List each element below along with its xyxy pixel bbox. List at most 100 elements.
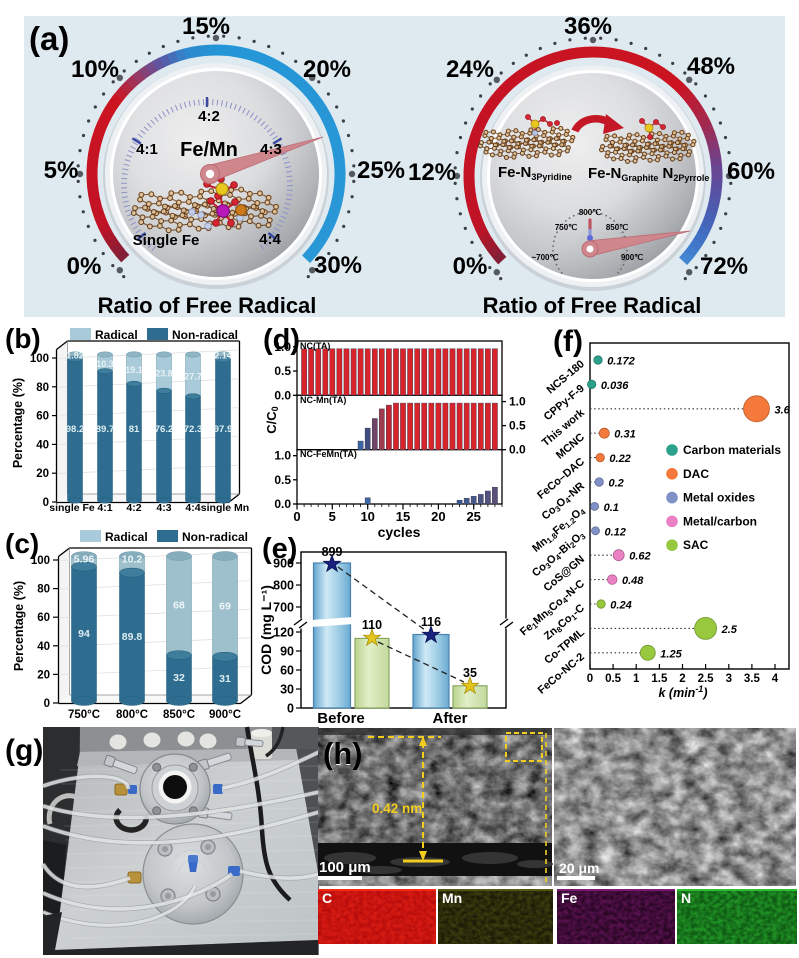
svg-text:0.2: 0.2 bbox=[609, 478, 624, 490]
svg-text:10.2: 10.2 bbox=[122, 554, 143, 566]
svg-text:3.6: 3.6 bbox=[775, 404, 791, 416]
svg-text:0.5: 0.5 bbox=[274, 364, 291, 378]
svg-text:32: 32 bbox=[173, 672, 185, 684]
svg-text:4:3: 4:3 bbox=[260, 141, 282, 158]
svg-text:20 μm: 20 μm bbox=[559, 860, 599, 876]
svg-text:Metal/carbon: Metal/carbon bbox=[683, 514, 757, 528]
svg-text:81: 81 bbox=[129, 424, 140, 435]
svg-text:69: 69 bbox=[219, 600, 231, 612]
svg-text:(b): (b) bbox=[5, 323, 41, 354]
svg-text:(a): (a) bbox=[29, 20, 69, 57]
svg-text:20: 20 bbox=[431, 509, 445, 524]
svg-text:NC-Mn(TA): NC-Mn(TA) bbox=[300, 395, 346, 405]
svg-text:10: 10 bbox=[360, 509, 374, 524]
svg-text:~700℃: ~700℃ bbox=[531, 253, 558, 262]
svg-text:0.12: 0.12 bbox=[605, 526, 626, 538]
svg-text:98.2: 98.2 bbox=[66, 424, 85, 435]
svg-text:0.036: 0.036 bbox=[601, 380, 629, 392]
svg-text:23.8: 23.8 bbox=[155, 369, 173, 379]
svg-text:0.5: 0.5 bbox=[274, 473, 291, 487]
svg-text:5: 5 bbox=[329, 509, 336, 524]
svg-text:27.7: 27.7 bbox=[184, 371, 202, 381]
svg-text:Percentage (%): Percentage (%) bbox=[12, 581, 26, 671]
svg-text:(h): (h) bbox=[324, 739, 362, 772]
svg-text:80: 80 bbox=[36, 382, 49, 394]
svg-text:N: N bbox=[681, 890, 691, 906]
svg-text:31: 31 bbox=[219, 673, 231, 685]
svg-text:97.9: 97.9 bbox=[214, 424, 233, 435]
svg-text:2.5: 2.5 bbox=[698, 673, 715, 685]
svg-text:0: 0 bbox=[587, 673, 593, 685]
svg-text:0: 0 bbox=[44, 698, 50, 710]
svg-text:20%: 20% bbox=[303, 56, 351, 83]
svg-text:0%: 0% bbox=[67, 253, 102, 280]
svg-text:850°C: 850°C bbox=[163, 709, 195, 721]
svg-text:36%: 36% bbox=[564, 13, 612, 40]
svg-text:Mn: Mn bbox=[442, 890, 462, 906]
svg-text:0.1: 0.1 bbox=[604, 502, 619, 514]
svg-text:100: 100 bbox=[30, 353, 49, 365]
svg-text:4:1: 4:1 bbox=[136, 141, 158, 158]
svg-text:1.0: 1.0 bbox=[274, 340, 291, 354]
svg-text:0.48: 0.48 bbox=[622, 575, 644, 587]
svg-text:899: 899 bbox=[322, 545, 343, 559]
svg-text:C/C0: C/C0 bbox=[264, 406, 280, 433]
svg-text:4:1: 4:1 bbox=[97, 502, 112, 514]
svg-text:89.7: 89.7 bbox=[96, 424, 115, 435]
svg-text:Fe/Mn: Fe/Mn bbox=[180, 139, 238, 161]
svg-text:94: 94 bbox=[78, 628, 90, 640]
svg-text:(e): (e) bbox=[262, 533, 297, 565]
svg-text:4:4: 4:4 bbox=[259, 231, 281, 248]
svg-text:Carbon materials: Carbon materials bbox=[683, 443, 781, 457]
svg-text:0: 0 bbox=[287, 702, 294, 716]
svg-text:12%: 12% bbox=[408, 159, 456, 186]
svg-text:10.3: 10.3 bbox=[96, 359, 114, 369]
svg-text:0.5: 0.5 bbox=[509, 419, 526, 433]
svg-text:2.14: 2.14 bbox=[214, 350, 232, 360]
svg-text:1.0: 1.0 bbox=[509, 395, 526, 409]
svg-text:20: 20 bbox=[37, 669, 50, 681]
svg-text:750℃: 750℃ bbox=[555, 223, 577, 232]
svg-text:single Mn: single Mn bbox=[201, 502, 249, 514]
svg-text:60: 60 bbox=[37, 612, 50, 624]
svg-text:0.42 nm: 0.42 nm bbox=[372, 801, 422, 816]
svg-text:4: 4 bbox=[772, 673, 779, 685]
svg-text:800℃: 800℃ bbox=[579, 208, 601, 217]
svg-text:0.0: 0.0 bbox=[274, 388, 291, 402]
svg-text:68: 68 bbox=[173, 600, 185, 612]
svg-text:1.0: 1.0 bbox=[274, 449, 291, 463]
svg-text:NC(TA): NC(TA) bbox=[300, 341, 330, 351]
svg-text:100: 100 bbox=[31, 555, 50, 567]
svg-text:0%: 0% bbox=[453, 253, 488, 280]
svg-text:30: 30 bbox=[280, 683, 294, 697]
svg-text:(h): (h) bbox=[323, 736, 363, 771]
svg-text:10%: 10% bbox=[71, 56, 119, 83]
svg-text:Before: Before bbox=[317, 710, 365, 727]
svg-text:k (min-1): k (min-1) bbox=[659, 684, 708, 700]
svg-text:60: 60 bbox=[36, 411, 49, 423]
svg-text:900: 900 bbox=[273, 557, 294, 571]
svg-text:25%: 25% bbox=[357, 157, 405, 184]
svg-text:1.5: 1.5 bbox=[651, 673, 668, 685]
svg-text:5%: 5% bbox=[44, 157, 79, 184]
svg-text:80: 80 bbox=[37, 584, 50, 596]
svg-text:100 μm: 100 μm bbox=[319, 859, 371, 876]
svg-text:(g): (g) bbox=[5, 734, 43, 767]
svg-text:1: 1 bbox=[633, 673, 640, 685]
svg-text:C: C bbox=[322, 890, 332, 906]
svg-text:After: After bbox=[432, 710, 467, 727]
svg-text:Ratio of Free Radical: Ratio of Free Radical bbox=[98, 293, 317, 318]
svg-text:0.62: 0.62 bbox=[629, 551, 650, 563]
svg-text:Percentage (%): Percentage (%) bbox=[11, 378, 25, 468]
svg-text:700: 700 bbox=[273, 601, 294, 615]
svg-text:0.22: 0.22 bbox=[609, 453, 630, 465]
svg-text:Ratio of Free Radical: Ratio of Free Radical bbox=[483, 293, 702, 318]
svg-text:15: 15 bbox=[396, 509, 410, 524]
svg-text:76.2: 76.2 bbox=[155, 424, 174, 435]
svg-text:48%: 48% bbox=[687, 53, 735, 80]
svg-text:COD (mg L⁻¹): COD (mg L⁻¹) bbox=[258, 585, 274, 675]
svg-text:cycles: cycles bbox=[378, 524, 421, 540]
svg-text:single Fe: single Fe bbox=[49, 502, 95, 514]
svg-text:SAC: SAC bbox=[683, 538, 709, 552]
svg-text:4:2: 4:2 bbox=[126, 502, 141, 514]
